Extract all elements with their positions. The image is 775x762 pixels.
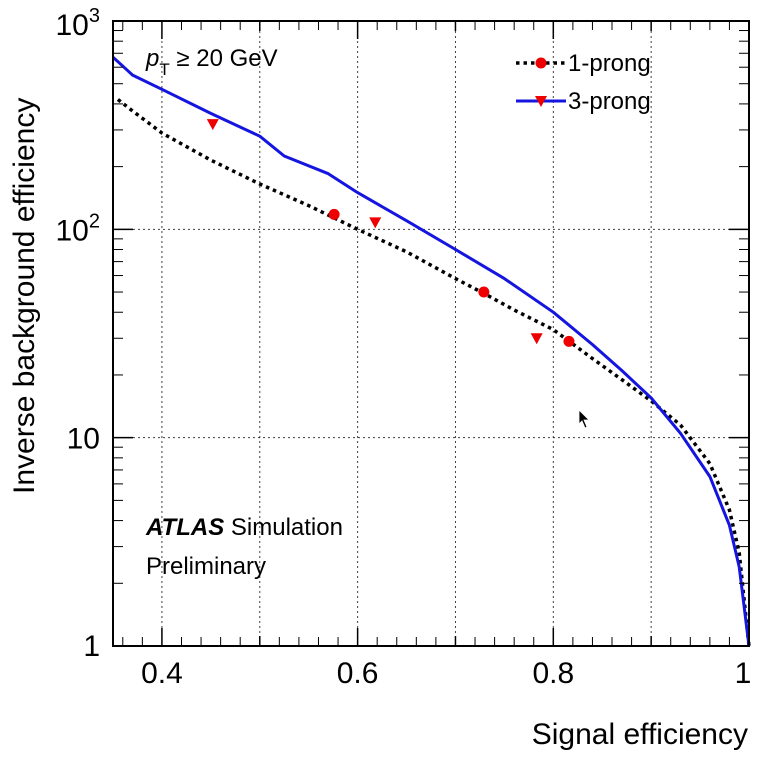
x-axis-title: Signal efficiency bbox=[532, 718, 748, 751]
legend: 1-prong 3-prong bbox=[516, 50, 651, 115]
points-layer bbox=[206, 119, 575, 347]
x-tick-label: 0.4 bbox=[141, 657, 183, 690]
point-1-prong bbox=[563, 335, 575, 347]
simulation-word: Simulation bbox=[224, 514, 343, 541]
mouse-cursor-icon bbox=[578, 409, 590, 429]
legend-label-1prong: 1-prong bbox=[568, 50, 651, 77]
y-tick-label: 103 bbox=[56, 5, 101, 42]
point-1-prong bbox=[328, 208, 340, 220]
y-tick-label: 102 bbox=[56, 210, 101, 247]
atlas-word: ATLAS bbox=[145, 514, 224, 541]
pt-symbol: p bbox=[145, 45, 159, 72]
series-layer bbox=[111, 56, 751, 647]
plot-frame bbox=[112, 20, 750, 647]
x-tick-label: 1 bbox=[735, 657, 752, 690]
x-tick-label: 0.8 bbox=[532, 657, 574, 690]
grid bbox=[113, 21, 749, 646]
y-tick-exponent: 2 bbox=[89, 210, 100, 232]
point-3-prong bbox=[369, 217, 382, 229]
point-3-prong bbox=[206, 119, 219, 131]
pt-cut: ≥ 20 GeV bbox=[170, 45, 278, 72]
legend-marker-3prong bbox=[535, 96, 547, 107]
pt-annotation: pT ≥ 20 GeV bbox=[145, 45, 278, 79]
point-1-prong bbox=[478, 286, 490, 298]
pt-subscript: T bbox=[159, 60, 169, 79]
point-3-prong bbox=[530, 333, 543, 345]
y-tick-label: 1 bbox=[83, 630, 100, 663]
atlas-label: ATLAS Simulation bbox=[145, 514, 343, 541]
series-line-3-prong bbox=[111, 56, 751, 647]
series-line-1-prong bbox=[116, 98, 751, 647]
preliminary-label: Preliminary bbox=[146, 553, 266, 580]
x-tick-label: 0.6 bbox=[337, 657, 379, 690]
legend-label-3prong: 3-prong bbox=[568, 88, 651, 115]
y-tick-label: 10 bbox=[67, 423, 100, 456]
y-tick-base: 10 bbox=[56, 214, 89, 247]
y-tick-base: 10 bbox=[56, 9, 89, 42]
legend-marker-1prong bbox=[535, 57, 547, 69]
y-axis-title: Inverse background efficiency bbox=[8, 98, 41, 494]
y-tick-exponent: 3 bbox=[89, 5, 100, 27]
ticks-layer bbox=[113, 20, 749, 647]
